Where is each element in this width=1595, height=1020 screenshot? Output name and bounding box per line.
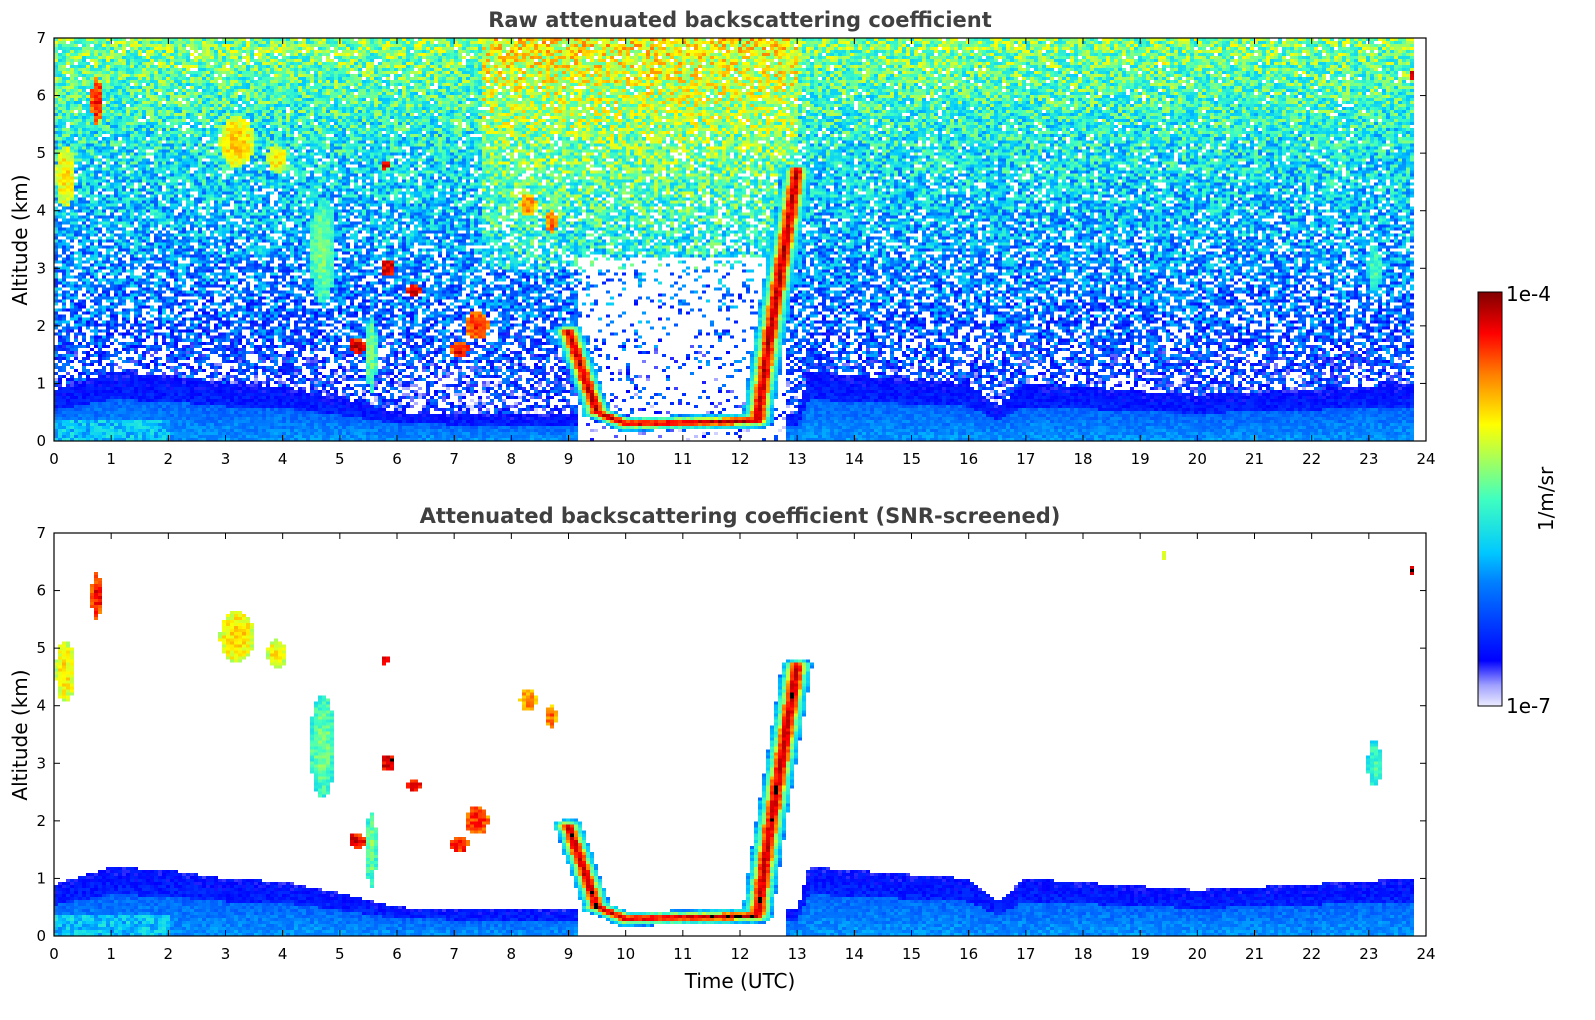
x-tick-label: 1 xyxy=(106,945,116,963)
y-tick-label: 2 xyxy=(36,812,46,830)
screened-heatmap xyxy=(54,533,1426,936)
x-tick-label: 5 xyxy=(335,945,345,963)
x-tick-label: 6 xyxy=(392,945,402,963)
x-tick-label: 13 xyxy=(788,945,807,963)
x-tick-label: 13 xyxy=(788,450,807,468)
x-tick-label: 15 xyxy=(902,945,921,963)
heatmap-image xyxy=(54,533,1426,936)
x-tick-label: 18 xyxy=(1073,945,1092,963)
x-tick-label: 9 xyxy=(564,450,574,468)
x-tick-label: 17 xyxy=(1016,450,1035,468)
screened-x-ticks: 0 1 2 3 4 5 6 7 8 9 10 11 12 13 14 15 16 17 18 19 20 21 22 23 24 xyxy=(49,533,1436,963)
raw-heatmap xyxy=(54,38,1426,441)
x-tick-label: 22 xyxy=(1302,450,1321,468)
x-tick-label: 7 xyxy=(449,945,459,963)
y-tick-label: 4 xyxy=(36,202,46,220)
y-tick-label: 1 xyxy=(36,374,46,392)
raw-panel-title: Raw attenuated backscattering coefficien… xyxy=(488,8,992,32)
screened-y-ticks: 0 1 2 3 4 5 6 7 xyxy=(36,524,1426,945)
y-tick-label: 3 xyxy=(36,754,46,772)
x-tick-label: 0 xyxy=(49,450,59,468)
y-tick-label: 5 xyxy=(36,144,46,162)
x-tick-label: 21 xyxy=(1245,450,1264,468)
x-tick-label: 9 xyxy=(564,945,574,963)
heatmap-image xyxy=(54,38,1426,441)
x-tick-label: 15 xyxy=(902,450,921,468)
y-tick-label: 7 xyxy=(36,29,46,47)
x-tick-label: 0 xyxy=(49,945,59,963)
x-tick-label: 16 xyxy=(959,945,978,963)
y-tick-label: 7 xyxy=(36,524,46,542)
y-tick-label: 0 xyxy=(36,432,46,450)
x-tick-label: 20 xyxy=(1188,945,1207,963)
x-tick-label: 12 xyxy=(730,945,749,963)
y-tick-label: 2 xyxy=(36,317,46,335)
y-tick-label: 0 xyxy=(36,927,46,945)
x-tick-label: 22 xyxy=(1302,945,1321,963)
x-tick-label: 11 xyxy=(673,450,692,468)
x-tick-label: 17 xyxy=(1016,945,1035,963)
x-tick-label: 21 xyxy=(1245,945,1264,963)
x-tick-label: 23 xyxy=(1359,450,1378,468)
colorbar-gradient xyxy=(1477,291,1503,707)
x-tick-label: 8 xyxy=(507,945,517,963)
colorbar-label: 1/m/sr xyxy=(1534,466,1558,531)
x-tick-label: 19 xyxy=(1131,450,1150,468)
x-tick-label: 10 xyxy=(616,450,635,468)
raw-y-ticks: 0 1 2 3 4 5 6 7 xyxy=(36,29,1426,450)
screened-panel-title: Attenuated backscattering coefficient (S… xyxy=(420,504,1061,528)
raw-panel: Raw attenuated backscattering coefficien… xyxy=(8,8,1436,468)
x-tick-label: 14 xyxy=(845,945,864,963)
x-tick-label: 2 xyxy=(164,450,174,468)
x-tick-label: 4 xyxy=(278,450,288,468)
x-tick-label: 10 xyxy=(616,945,635,963)
colorbar-max-label: 1e-4 xyxy=(1506,282,1551,306)
x-tick-label: 8 xyxy=(507,450,517,468)
y-tick-label: 1 xyxy=(36,869,46,887)
colorbar-min-label: 1e-7 xyxy=(1506,694,1551,718)
x-tick-label: 18 xyxy=(1073,450,1092,468)
screened-panel: Attenuated backscattering coefficient (S… xyxy=(8,504,1436,993)
x-tick-label: 23 xyxy=(1359,945,1378,963)
x-tick-label: 12 xyxy=(730,450,749,468)
x-tick-label: 6 xyxy=(392,450,402,468)
y-tick-label: 4 xyxy=(36,697,46,715)
x-tick-label: 5 xyxy=(335,450,345,468)
x-tick-label: 1 xyxy=(106,450,116,468)
x-tick-label: 3 xyxy=(221,945,231,963)
y-tick-label: 3 xyxy=(36,259,46,277)
y-tick-label: 6 xyxy=(36,87,46,105)
x-tick-label: 24 xyxy=(1416,450,1435,468)
raw-x-ticks: 0 1 2 3 4 5 6 7 8 9 10 11 12 13 14 15 16 17 18 19 20 21 22 23 24 xyxy=(49,38,1436,468)
x-tick-label: 4 xyxy=(278,945,288,963)
screened-y-axis-label: Altitude (km) xyxy=(8,669,32,800)
y-tick-label: 6 xyxy=(36,582,46,600)
x-tick-label: 14 xyxy=(845,450,864,468)
x-tick-label: 16 xyxy=(959,450,978,468)
x-tick-label: 20 xyxy=(1188,450,1207,468)
y-tick-label: 5 xyxy=(36,639,46,657)
x-tick-label: 19 xyxy=(1131,945,1150,963)
x-axis-label: Time (UTC) xyxy=(684,969,796,993)
raw-y-axis-label: Altitude (km) xyxy=(8,174,32,305)
x-tick-label: 11 xyxy=(673,945,692,963)
x-tick-label: 2 xyxy=(164,945,174,963)
x-tick-label: 3 xyxy=(221,450,231,468)
x-tick-label: 7 xyxy=(449,450,459,468)
colorbar: 1e-4 1e-7 1/m/sr xyxy=(1477,282,1558,718)
x-tick-label: 24 xyxy=(1416,945,1435,963)
